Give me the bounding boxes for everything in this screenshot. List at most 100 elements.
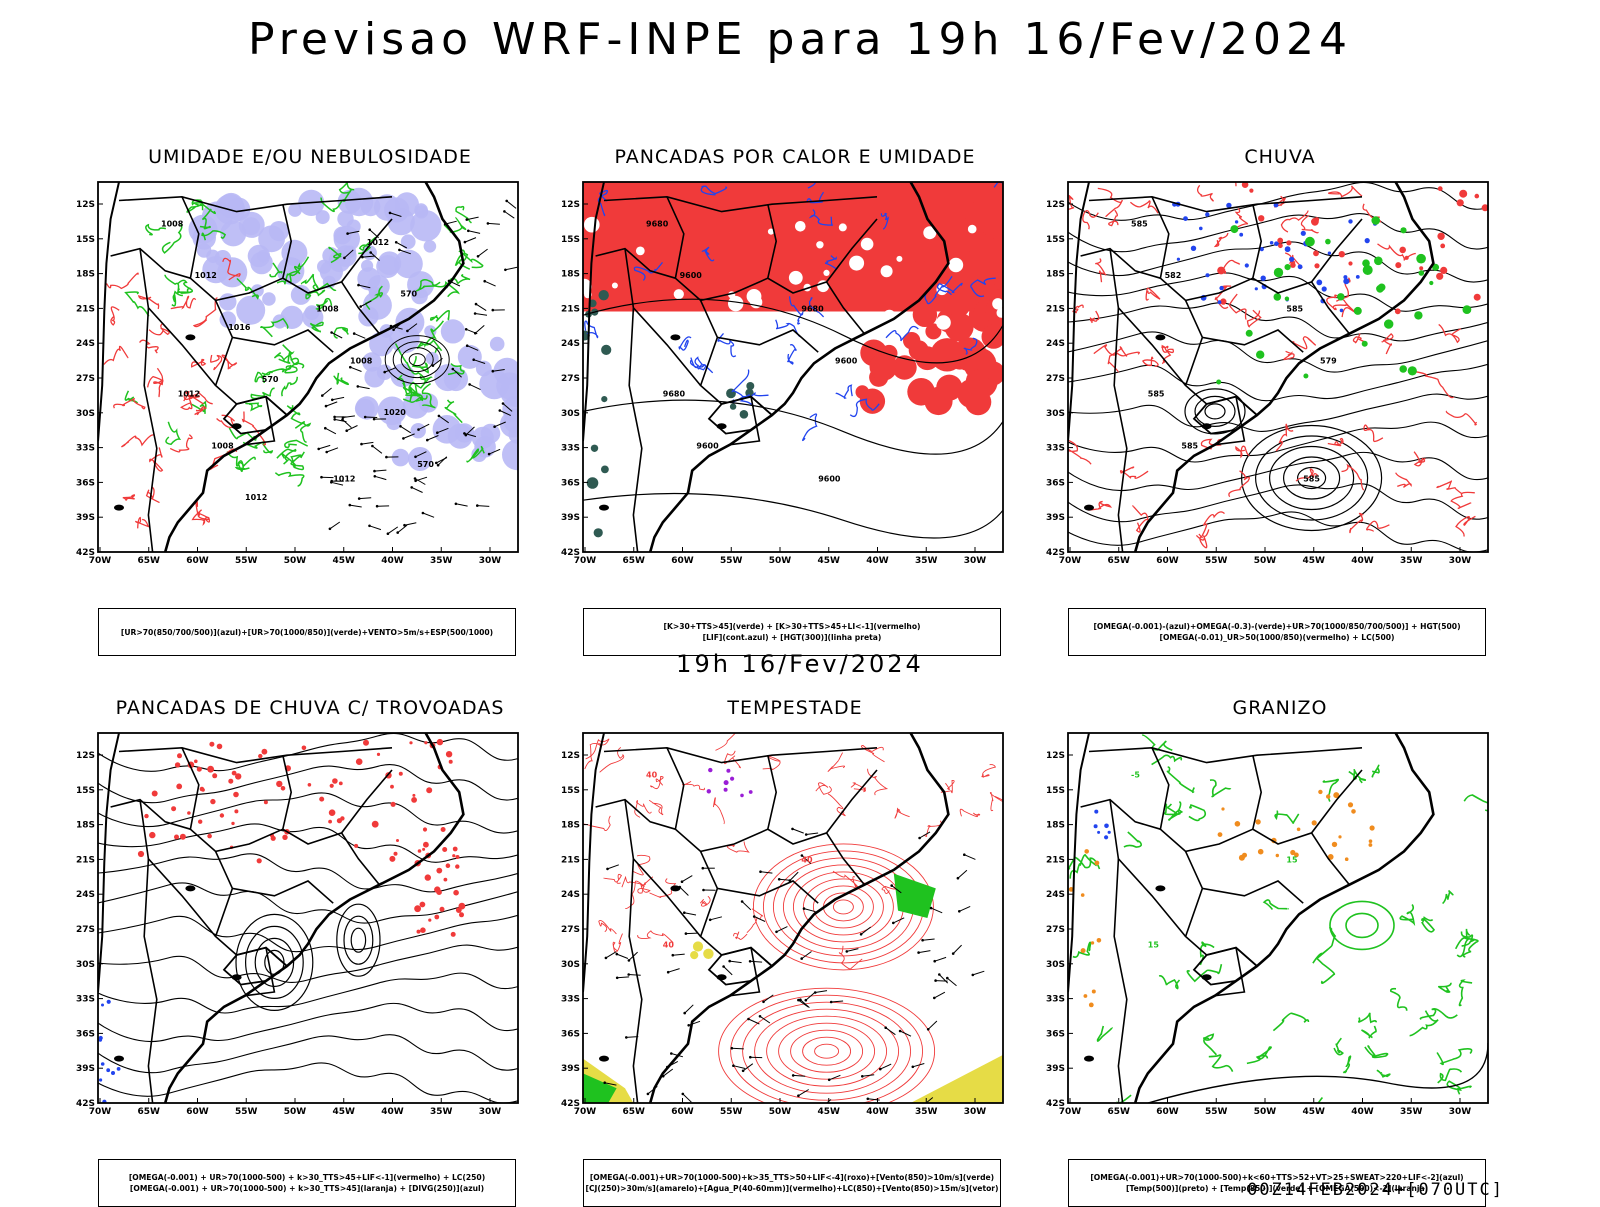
- lat-tick-label: 36S: [1046, 1029, 1065, 1039]
- contour-label: 579: [1320, 356, 1337, 365]
- lon-tick-label: 65W: [623, 556, 646, 566]
- lat-tick-label: 36S: [1046, 478, 1065, 488]
- lon-tick-label: 50W: [769, 556, 792, 566]
- contour-label: 1008: [161, 219, 184, 228]
- lat-tick-label: 39S: [76, 513, 95, 523]
- lon-tick-label: 70W: [89, 1107, 112, 1117]
- contour-label: 9600: [818, 475, 841, 484]
- lat-tick-label: 18S: [76, 821, 95, 831]
- lat-tick-label: 39S: [1046, 513, 1065, 523]
- lat-tick-label: 21S: [561, 855, 580, 865]
- lon-tick-label: 35W: [1400, 556, 1423, 566]
- lon-tick-label: 50W: [1254, 556, 1277, 566]
- lat-tick-label: 12S: [561, 751, 580, 761]
- lon-tick-label: 45W: [818, 556, 841, 566]
- lat-tick-label: 12S: [561, 200, 580, 210]
- lat-tick-label: 21S: [1046, 855, 1065, 865]
- page-title: Previsao WRF-INPE para 19h 16/Fev/2024: [0, 14, 1600, 74]
- contour-label: 570: [262, 375, 279, 384]
- contour-label: 585: [1148, 390, 1165, 399]
- lat-tick-label: 36S: [76, 1029, 95, 1039]
- contour-label: 582: [1165, 271, 1182, 280]
- lon-tick-label: 65W: [1108, 1107, 1131, 1117]
- lon-tick-label: 35W: [915, 1107, 938, 1117]
- panel-title-tempestade: TEMPESTADE: [545, 697, 1045, 721]
- lat-tick-label: 24S: [561, 890, 580, 900]
- legend-line-1: [OMEGA(-0.001)+UR>70(1000-500)+k<60+TTS>…: [1090, 1172, 1463, 1183]
- lon-tick-label: 50W: [284, 556, 307, 566]
- contour-label: 9600: [696, 441, 719, 450]
- lon-tick-label: 50W: [769, 1107, 792, 1117]
- contour-label: 9680: [801, 305, 824, 314]
- lat-tick-label: 30S: [561, 409, 580, 419]
- lon-tick-label: 50W: [1254, 1107, 1277, 1117]
- legend-line-1: [K>30+TTS>45](verde) + [K>30+TTS>45+LI<-…: [663, 621, 920, 632]
- panel-title-granizo: GRANIZO: [1030, 697, 1530, 721]
- panel-title-pancadas-calor: PANCADAS POR CALOR E UMIDADE: [545, 146, 1045, 170]
- lon-tick-label: 35W: [430, 556, 453, 566]
- lon-tick-label: 30W: [964, 556, 987, 566]
- lon-tick-label: 40W: [1351, 1107, 1374, 1117]
- contour-label: 1020: [384, 408, 407, 417]
- lat-tick-label: 12S: [1046, 200, 1065, 210]
- contour-label: 585: [1181, 441, 1198, 450]
- lon-tick-label: 60W: [1156, 1107, 1179, 1117]
- lat-tick-label: 27S: [561, 374, 580, 384]
- legend-line-2: [OMEGA(-0.001) + UR>70(1000-500) + k>30_…: [130, 1183, 484, 1194]
- lat-tick-label: 18S: [1046, 270, 1065, 280]
- lon-tick-label: 45W: [1303, 1107, 1326, 1117]
- map-svg-chuva: 58558558558558257958512S15S18S21S24S27S3…: [1030, 176, 1530, 596]
- legend-line-1: [OMEGA(-0.001) + UR>70(1000-500) + k>30_…: [129, 1172, 485, 1183]
- lat-tick-label: 30S: [76, 960, 95, 970]
- lat-tick-label: 21S: [1046, 304, 1065, 314]
- lon-tick-label: 45W: [333, 556, 356, 566]
- lat-tick-label: 36S: [561, 1029, 580, 1039]
- contour-label: 1008: [211, 441, 234, 450]
- contour-label: 1012: [333, 475, 355, 484]
- lon-tick-label: 55W: [720, 556, 743, 566]
- lat-tick-label: 39S: [76, 1064, 95, 1074]
- legend-line-1: [UR>70(850/700/500)](azul)+[UR>70(1000/8…: [121, 627, 493, 638]
- contour-label: 1012: [245, 493, 267, 502]
- legend-line-2: [OMEGA(-0.01)_UR>50(1000/850)(vermelho) …: [1160, 632, 1395, 643]
- contour-label: -5: [1131, 770, 1140, 779]
- lon-tick-label: 30W: [479, 556, 502, 566]
- lat-tick-label: 24S: [76, 890, 95, 900]
- lon-tick-label: 70W: [1059, 556, 1082, 566]
- contour-label: 585: [1131, 219, 1148, 228]
- lon-tick-label: 40W: [381, 556, 404, 566]
- lat-tick-label: 12S: [76, 751, 95, 761]
- lat-tick-label: 24S: [76, 339, 95, 349]
- lat-tick-label: 15S: [1046, 786, 1065, 796]
- lat-tick-label: 21S: [561, 304, 580, 314]
- lat-tick-label: 12S: [1046, 751, 1065, 761]
- panel-title-umidade: UMIDADE E/OU NEBULOSIDADE: [60, 146, 560, 170]
- lat-tick-label: 39S: [1046, 1064, 1065, 1074]
- lat-tick-label: 18S: [561, 270, 580, 280]
- lon-tick-label: 70W: [1059, 1107, 1082, 1117]
- legend-line-1: [OMEGA(-0.001)-(azul)+OMEGA(-0.3)-(verde…: [1093, 621, 1460, 632]
- lat-tick-label: 24S: [1046, 890, 1065, 900]
- lon-tick-label: 50W: [284, 1107, 307, 1117]
- lon-tick-label: 30W: [964, 1107, 987, 1117]
- lon-tick-label: 35W: [430, 1107, 453, 1117]
- lat-tick-label: 21S: [76, 855, 95, 865]
- panel-title-chuva: CHUVA: [1030, 146, 1530, 170]
- lon-tick-label: 45W: [333, 1107, 356, 1117]
- lat-tick-label: 18S: [76, 270, 95, 280]
- contour-label: 15: [1286, 856, 1298, 865]
- lat-tick-label: 15S: [76, 786, 95, 796]
- legend-line-2: [LIF](cont.azul) + [HGT(300)](linha pret…: [703, 632, 882, 643]
- contour-label: 1008: [350, 356, 373, 365]
- lat-tick-label: 33S: [561, 995, 580, 1005]
- lon-tick-label: 55W: [1205, 1107, 1228, 1117]
- lon-tick-label: 45W: [1303, 556, 1326, 566]
- lon-tick-label: 60W: [186, 1107, 209, 1117]
- contour-label: 1012: [195, 271, 217, 280]
- lat-tick-label: 30S: [1046, 960, 1065, 970]
